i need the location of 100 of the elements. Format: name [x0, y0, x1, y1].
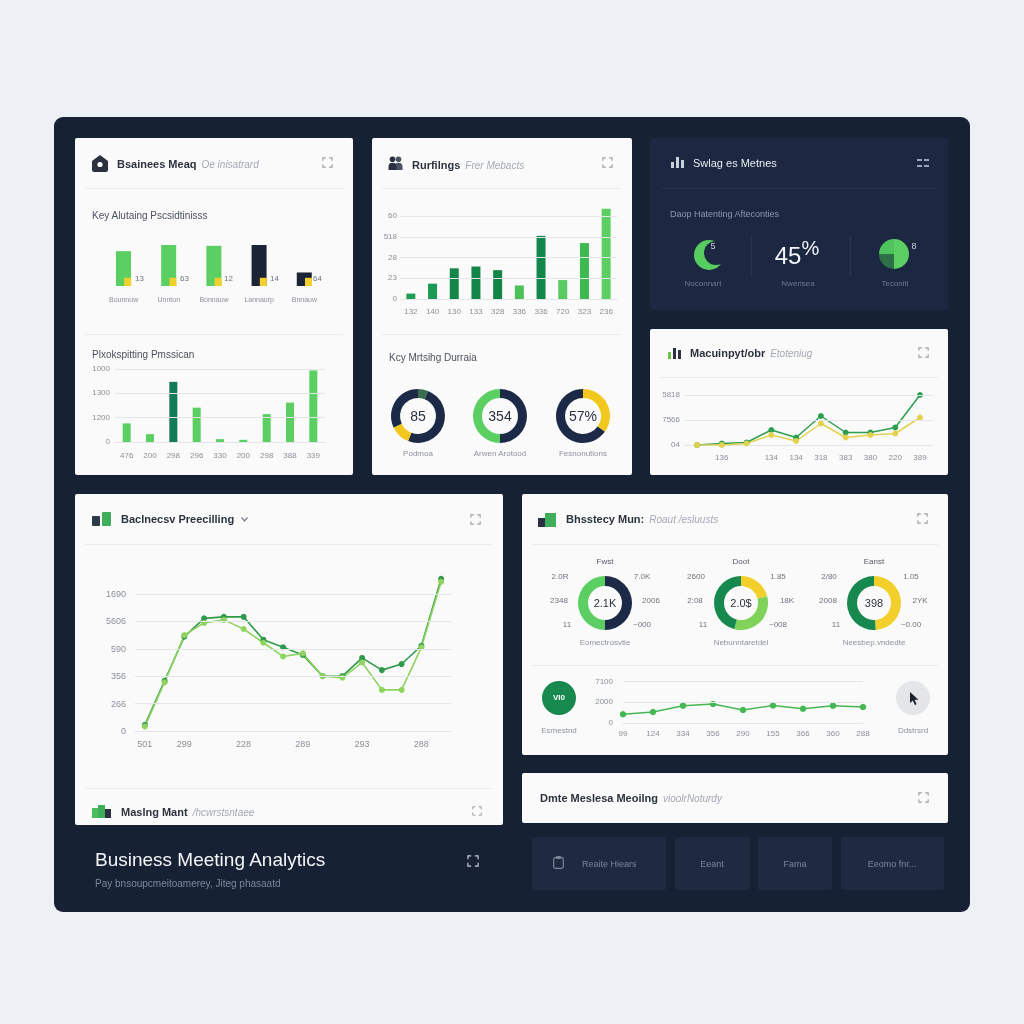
text: Fesnonutions — [558, 449, 608, 459]
x-tick-label: 318 — [814, 452, 829, 462]
text: Oe inisatrard — [201, 158, 259, 171]
chart-title: Plxokspitting Pmssican — [92, 349, 195, 361]
text: 1300 — [92, 388, 110, 398]
text: 7.0K — [633, 572, 651, 582]
text: 85 — [410, 407, 426, 425]
text: 1000 — [92, 364, 110, 374]
x-tick-label: 293 — [354, 738, 370, 749]
text: 7100 — [595, 677, 613, 687]
x-tick-label: 228 — [236, 738, 252, 749]
text: 7566 — [662, 415, 680, 425]
text: Macuinpyt/obr — [690, 346, 766, 360]
text: 5818 — [662, 390, 680, 400]
text: 1.05 — [903, 572, 919, 582]
text: 60 — [388, 211, 397, 221]
x-tick-label: 328 — [490, 306, 505, 316]
x-tick-label: 133 — [469, 306, 484, 316]
x-tick-label: 288 — [856, 728, 871, 738]
text: 354 — [488, 407, 512, 425]
text: 2:08 — [687, 596, 703, 606]
text: Pay bnsoupcmeitoamerey, Jiteg phasaatd — [95, 878, 281, 890]
text: 518 — [383, 232, 397, 242]
annotation: 12 — [224, 274, 233, 284]
x-tick-label: 288 — [413, 738, 429, 749]
text: Podmoa — [403, 449, 433, 459]
x-tick-label: 299 — [176, 738, 192, 749]
text: /hcwrstsntaee — [192, 806, 255, 819]
chart-title: Kcy Mrtsihg Durraia — [389, 352, 477, 364]
text: 11 — [831, 620, 841, 630]
text: 2000 — [595, 697, 613, 707]
text: Teconitl — [881, 279, 909, 289]
text: Frer Mebacts — [465, 159, 525, 172]
x-tick-label: 290 — [736, 728, 751, 738]
chart-title: Key Alutaing Pscsidtinisss — [92, 210, 208, 222]
text: 11 — [562, 620, 572, 630]
text: 2.0R — [551, 572, 569, 582]
text: 0 — [105, 437, 110, 447]
x-tick-label: 296 — [189, 450, 204, 460]
x-tick-label: 323 — [577, 306, 592, 316]
chart-title: Doot — [732, 557, 750, 567]
x-tick-label: 380 — [863, 452, 878, 462]
text: 2600 — [687, 572, 705, 582]
text: 2006 — [642, 596, 660, 606]
x-tick-label: 388 — [283, 450, 298, 460]
x-tick-label: 132 — [404, 306, 419, 316]
text: vioolrNoturdy — [662, 792, 722, 805]
x-tick-label: 289 — [295, 738, 311, 749]
x-tick-label: 298 — [166, 450, 181, 460]
text: Bsainees Meaq — [117, 157, 197, 171]
text: Maslng Mant — [121, 805, 188, 819]
text: 57% — [568, 407, 598, 425]
text: 2YK — [912, 596, 928, 606]
x-tick-label: 220 — [888, 452, 903, 462]
text: 04 — [671, 440, 680, 450]
text: Dmte Meslesa Meoilng — [540, 791, 658, 805]
text: 28 — [388, 252, 397, 263]
text: 11 — [698, 620, 708, 630]
chart-title: Eanst — [863, 557, 885, 567]
text: Esmestnd — [541, 726, 577, 736]
text: 356 — [110, 671, 126, 682]
text: Eeant — [700, 858, 724, 870]
text: Fama — [783, 858, 807, 870]
x-tick-label: 389 — [913, 452, 928, 462]
x-tick-label: 99 — [618, 728, 628, 738]
x-tick-label: 334 — [676, 728, 691, 738]
x-tick-label: 336 — [512, 306, 527, 316]
text: Nwerisea — [781, 279, 815, 289]
annotation: 13 — [135, 274, 144, 284]
text: Neesbep.vndedte — [842, 638, 906, 648]
text: Business Meeting Analytics — [95, 849, 326, 871]
x-tick-label: 200 — [143, 450, 158, 460]
text: Eeomo fnr... — [867, 858, 917, 870]
text: 590 — [110, 643, 126, 654]
text: ~0.00 — [900, 620, 922, 630]
x-tick-label: 140 — [425, 306, 440, 316]
text: 1.85 — [770, 572, 786, 582]
x-tick-label: 124 — [646, 728, 661, 738]
x-tick-label: 134 — [764, 452, 779, 462]
x-tick-label: 366 — [796, 728, 811, 738]
text: Nebunntaretdel — [713, 638, 769, 648]
text: 23 — [388, 273, 397, 283]
x-tick-label: 336 — [534, 306, 549, 316]
text: 2008 — [819, 596, 837, 606]
text: 1200 — [92, 413, 110, 423]
text: 1690 — [105, 588, 126, 600]
x-tick-label: 155 — [766, 728, 781, 738]
x-tick-label: 134 — [789, 452, 804, 462]
text: VI0 — [552, 693, 566, 703]
x-tick-label: 356 — [706, 728, 721, 738]
text: Daop Hatenting Afteconties — [670, 208, 780, 220]
chart-title: Baclnecsv Preecilling — [121, 512, 235, 526]
text: ~000 — [632, 620, 652, 630]
annotation: 63 — [180, 274, 189, 284]
annotation: 14 — [270, 274, 279, 284]
text: 45$^{%}$ — [774, 236, 820, 270]
text: 8 — [911, 240, 917, 252]
text: 2348 — [550, 596, 568, 606]
text: Ddstrsrd — [897, 726, 929, 736]
x-tick-label: 501 — [137, 738, 153, 749]
